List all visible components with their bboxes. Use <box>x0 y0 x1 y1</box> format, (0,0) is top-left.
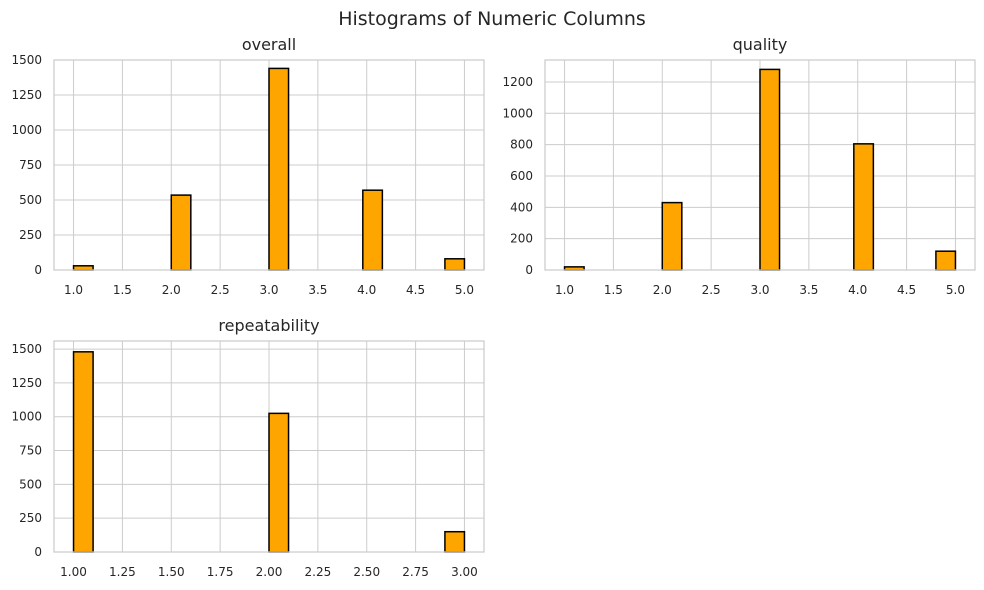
figure-title: Histograms of Numeric Columns <box>338 8 646 30</box>
quality-x-tick-label: 3.0 <box>750 283 769 297</box>
overall-x-tick-label: 1.0 <box>64 283 83 297</box>
repeatability-x-tick-label: 1.75 <box>207 565 234 579</box>
repeatability-y-tick-label: 1000 <box>11 410 42 424</box>
repeatability-y-tick-label: 1250 <box>11 376 42 390</box>
histogram-repeatability: repeatability 1.00 1.25 1.50 1.75 2.00 2.25 2.5… <box>11 316 485 579</box>
quality-bar <box>935 250 957 271</box>
quality-title: quality <box>733 35 788 54</box>
overall-bar <box>444 258 466 271</box>
quality-bar <box>853 143 875 271</box>
quality-x-tick-label: 4.5 <box>897 283 916 297</box>
overall-x-tick-label: 3.0 <box>259 283 278 297</box>
repeatability-y-tick-label: 500 <box>19 477 42 491</box>
repeatability-x-tick-label: 2.50 <box>353 565 380 579</box>
repeatability-y-tick-label: 0 <box>34 545 42 559</box>
quality-x-tick-label: 1.5 <box>604 283 623 297</box>
repeatability-x-tick-label: 1.25 <box>109 565 136 579</box>
overall-y-tick-label: 750 <box>19 158 42 172</box>
overall-x-tick-label: 1.5 <box>113 283 132 297</box>
overall-y-tick-label: 1500 <box>11 53 42 67</box>
repeatability-x-tick-label: 3.00 <box>451 565 478 579</box>
repeatability-x-tick-label: 1.50 <box>158 565 185 579</box>
quality-x-tick-label: 4.0 <box>848 283 867 297</box>
quality-y-tick-label: 1200 <box>502 75 533 89</box>
repeatability-x-tick-label: 2.00 <box>256 565 283 579</box>
overall-axes-frame <box>53 59 485 271</box>
repeatability-x-tick-label: 1.00 <box>60 565 87 579</box>
histogram-quality: quality 1.0 1.5 2.0 2.5 3.0 3.5 4.0 4.5 5.0 0 200 40… <box>502 35 976 297</box>
quality-x-tick-label: 1.0 <box>555 283 574 297</box>
overall-x-tick-label: 2.5 <box>211 283 230 297</box>
histogram-overall: overall 1.0 1.5 2.0 2.5 3.0 3.5 4.0 4.5 5.0 0 250 50… <box>11 35 485 297</box>
repeatability-y-tick-label: 250 <box>19 511 42 525</box>
quality-x-tick-label: 5.0 <box>946 283 965 297</box>
overall-x-tick-label: 4.5 <box>406 283 425 297</box>
overall-bar <box>170 194 192 271</box>
overall-x-tick-label: 3.5 <box>308 283 327 297</box>
quality-y-tick-label: 0 <box>525 263 533 277</box>
repeatability-bar <box>444 530 466 553</box>
quality-x-tick-label: 2.0 <box>653 283 672 297</box>
overall-bar <box>362 189 384 271</box>
quality-y-tick-label: 400 <box>510 200 533 214</box>
repeatability-bar <box>268 412 290 553</box>
overall-y-tick-label: 1000 <box>11 123 42 137</box>
quality-bar <box>661 201 683 271</box>
quality-y-tick-label: 600 <box>510 169 533 183</box>
overall-bar <box>72 265 94 271</box>
quality-bar <box>759 68 781 271</box>
overall-bar <box>268 67 290 271</box>
quality-y-tick-label: 800 <box>510 138 533 152</box>
overall-x-tick-label: 4.0 <box>357 283 376 297</box>
overall-title: overall <box>242 35 296 54</box>
quality-x-tick-label: 3.5 <box>799 283 818 297</box>
repeatability-x-tick-label: 2.75 <box>402 565 429 579</box>
overall-y-tick-label: 500 <box>19 193 42 207</box>
quality-x-tick-label: 2.5 <box>702 283 721 297</box>
quality-y-tick-label: 200 <box>510 232 533 246</box>
overall-y-tick-label: 250 <box>19 228 42 242</box>
repeatability-y-tick-label: 750 <box>19 444 42 458</box>
overall-x-tick-label: 5.0 <box>455 283 474 297</box>
repeatability-bar <box>72 351 94 553</box>
repeatability-y-tick-label: 1500 <box>11 342 42 356</box>
overall-y-tick-label: 1250 <box>11 88 42 102</box>
repeatability-axes-frame <box>53 340 485 553</box>
overall-x-tick-label: 2.0 <box>162 283 181 297</box>
repeatability-x-tick-label: 2.25 <box>305 565 332 579</box>
overall-y-tick-label: 0 <box>34 263 42 277</box>
repeatability-title: repeatability <box>218 316 319 335</box>
quality-axes-frame <box>544 59 976 271</box>
quality-y-tick-label: 1000 <box>502 106 533 120</box>
